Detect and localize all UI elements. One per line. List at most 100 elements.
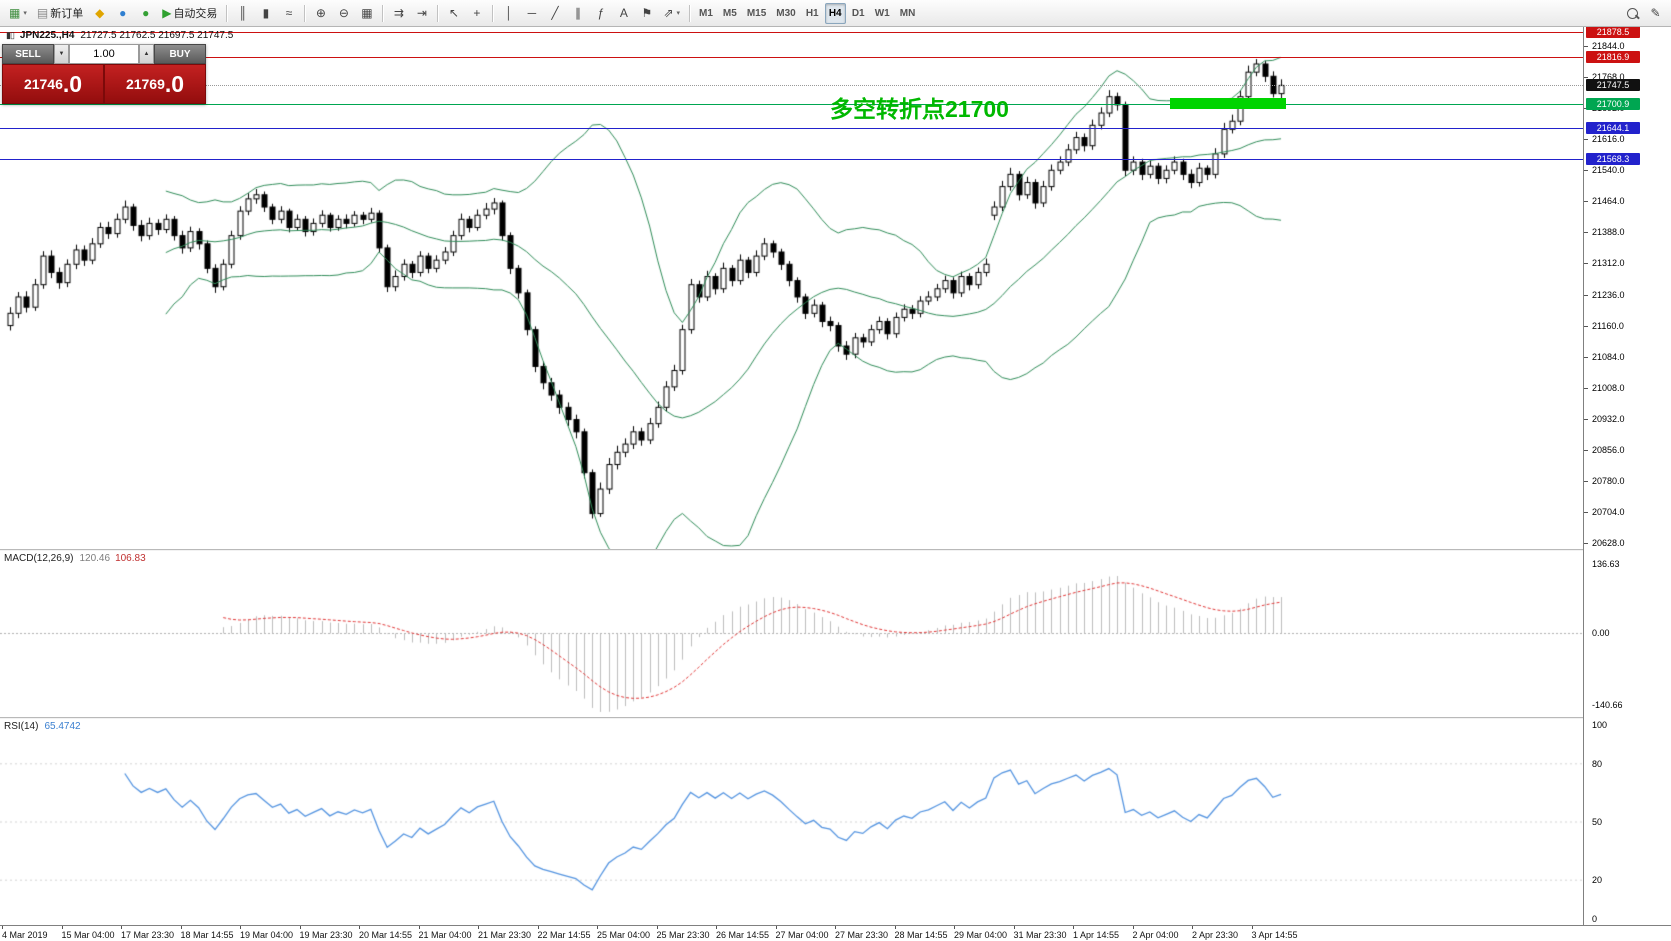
volume-preset-button[interactable]: ▼ — [54, 44, 69, 64]
axis-tick — [180, 926, 182, 929]
chart-window-icon: ● — [119, 6, 127, 20]
buy-price[interactable]: 21769.0 — [104, 64, 206, 104]
timeframe-m30-button[interactable]: M30 — [772, 3, 799, 24]
timeframe-mn-button[interactable]: MN — [896, 3, 920, 24]
new-order-button[interactable]: ▤ 新订单 — [33, 3, 87, 24]
chart-menu-icon[interactable]: ▮▯ — [6, 30, 15, 40]
candlestick-canvas[interactable] — [0, 27, 1583, 549]
current-price-line[interactable] — [0, 85, 1583, 87]
horizontal-level-line[interactable] — [0, 127, 1583, 129]
toolbar-separator — [689, 4, 691, 22]
axis-tick — [1584, 263, 1588, 265]
axis-tick — [1584, 77, 1588, 79]
crosshair-button[interactable]: + — [466, 3, 487, 24]
axis-tick — [1132, 926, 1134, 929]
zoom-in-button[interactable]: ⊕ — [310, 3, 331, 24]
horizontal-level-line[interactable] — [0, 57, 1583, 59]
main-chart-area[interactable]: 多空转折点21700 ▮▯ JPN225.,H4 21727.5 21762.5… — [0, 27, 1583, 549]
macd-name: MACD(12,26,9) — [4, 553, 74, 564]
macd-canvas — [0, 551, 1583, 717]
tile-windows-button[interactable]: ▦ — [356, 3, 377, 24]
new-chart-icon: ▦ — [9, 6, 21, 20]
quick-edit-button[interactable]: ✎ — [1645, 3, 1666, 24]
horizontal-level-line[interactable] — [0, 31, 1583, 33]
toolbar-separator — [382, 4, 384, 22]
cursor-button[interactable]: ↖ — [443, 3, 464, 24]
chart-shift-button[interactable]: ⇥ — [411, 3, 432, 24]
horizontal-level-line[interactable] — [0, 158, 1583, 160]
equidistant-channel-button[interactable]: ∥ — [567, 3, 588, 24]
toolbar-button-label: 新订单 — [50, 8, 84, 20]
rsi-panel[interactable]: RSI(14) 65.4742 — [0, 719, 1583, 925]
axis-tick — [894, 926, 896, 929]
buy-price-pips: .0 — [164, 70, 185, 97]
time-axis-label: 29 Mar 04:00 — [954, 930, 1008, 940]
rsi-axis-label: 100 — [1592, 720, 1608, 730]
one-click-header-row: SELL ▼ ▲ BUY — [2, 44, 206, 64]
axis-tick — [121, 926, 122, 929]
time-axis-label: 25 Mar 23:30 — [656, 930, 710, 940]
timeframe-d1-button[interactable]: D1 — [848, 3, 869, 24]
bars-chart-button[interactable]: ║ — [232, 3, 253, 24]
time-axis[interactable]: 4 Mar 2019 15 Mar 04:00 17 Mar 23:30 18 Mar… — [0, 925, 1671, 941]
axis-tick — [359, 926, 360, 929]
time-axis-label: 17 Mar 23:30 — [121, 930, 175, 940]
price-axis-label: 21844.0 — [1592, 41, 1625, 51]
time-axis-label: 28 Mar 14:55 — [894, 930, 948, 940]
sell-price-pips: .0 — [62, 70, 83, 97]
line-chart-button[interactable]: ≈ — [278, 3, 299, 24]
timeframe-w1-button[interactable]: W1 — [871, 3, 894, 24]
axis-tick — [1584, 201, 1588, 203]
metaeditor-icon: ◆ — [95, 6, 105, 20]
sell-button[interactable]: SELL — [2, 44, 54, 64]
panel-splitter[interactable] — [0, 717, 1671, 719]
fibonacci-button[interactable]: ƒ — [590, 3, 611, 24]
price-axis-label: 21464.0 — [1592, 196, 1625, 207]
volume-increase-button[interactable]: ▲ — [139, 44, 154, 64]
text-label-button[interactable]: ⚑ — [636, 3, 657, 24]
pivot-highlight-rect[interactable] — [1170, 97, 1286, 109]
timeframe-m5-button[interactable]: M5 — [719, 3, 741, 24]
horizontal-line-button[interactable]: ─ — [521, 3, 542, 24]
autotrading-button[interactable]: ▶ 自动交易 — [158, 3, 221, 24]
axis-tick — [1192, 926, 1193, 929]
arrows-button[interactable]: ⇗ ▾ — [659, 3, 684, 24]
horizontal-level-line[interactable] — [0, 104, 1583, 106]
price-level-tag: 21816.9 — [1586, 51, 1640, 64]
volume-input[interactable] — [69, 44, 139, 64]
chart-window-button[interactable]: ● — [112, 3, 133, 24]
search-button[interactable] — [1622, 3, 1643, 24]
chevron-up-icon: ▲ — [143, 51, 150, 57]
axis-tick — [1251, 926, 1253, 929]
axis-tick — [1584, 543, 1588, 544]
buy-button[interactable]: BUY — [154, 44, 206, 64]
timeframe-h1-button[interactable]: H1 — [802, 3, 823, 24]
time-axis-label: 18 Mar 14:55 — [180, 930, 234, 940]
rsi-axis-label: 50 — [1592, 817, 1603, 827]
equidistant-channel-icon: ∥ — [574, 6, 581, 20]
pivot-annotation-text[interactable]: 多空转折点21700 — [830, 96, 1009, 123]
help-button[interactable]: ● — [135, 3, 156, 24]
panel-splitter[interactable] — [0, 549, 1671, 551]
candlestick-chart-button[interactable]: ▮ — [255, 3, 276, 24]
macd-axis-label: 0.00 — [1592, 628, 1610, 639]
macd-panel[interactable]: MACD(12,26,9) 120.46 106.83 — [0, 551, 1583, 717]
axis-tick — [2, 926, 3, 929]
metaeditor-button[interactable]: ◆ — [89, 3, 110, 24]
timeframe-m1-button[interactable]: M1 — [695, 3, 717, 24]
timeframe-h4-button[interactable]: H4 — [824, 2, 846, 24]
sell-price[interactable]: 21746.0 — [2, 64, 104, 104]
timeframe-m15-button[interactable]: M15 — [743, 3, 770, 24]
auto-scroll-button[interactable]: ⇉ — [388, 3, 409, 24]
price-axis[interactable]: 21878.5 21816.9 21747.5 21700.9 21644.1 21568… — [1583, 25, 1671, 925]
vertical-line-button[interactable]: │ — [498, 3, 519, 24]
price-axis-label: 21768.0 — [1592, 72, 1625, 83]
timeframe-label: M30 — [776, 7, 796, 19]
price-axis-label: 21540.0 — [1592, 165, 1625, 176]
text-button[interactable]: A — [613, 3, 634, 24]
axis-tick — [478, 926, 479, 929]
new-chart-button[interactable]: ▦ ▾ — [5, 3, 31, 24]
zoom-out-button[interactable]: ⊖ — [333, 3, 354, 24]
trendline-button[interactable]: ╱ — [544, 3, 565, 24]
